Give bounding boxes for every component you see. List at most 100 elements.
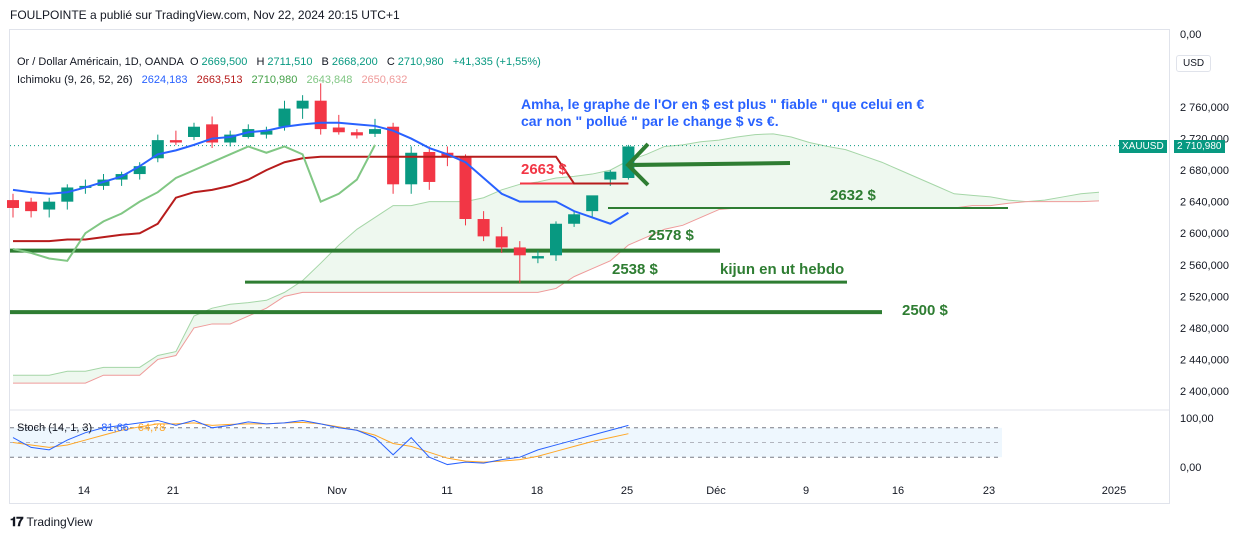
kijun-weekly-label: kijun en ut hebdo — [720, 261, 845, 278]
candle-body — [495, 236, 508, 248]
candle-body — [260, 130, 273, 135]
open-value: 2669,500 — [201, 56, 248, 68]
level-2578-label: 2578 $ — [648, 227, 694, 244]
candle-body — [7, 200, 19, 208]
level-2663-label: 2663 $ — [521, 161, 567, 178]
candle-body — [151, 140, 164, 159]
ichimoku-chikou-value: 2710,980 — [251, 74, 298, 86]
level-2632-label: 2632 $ — [830, 187, 876, 204]
candle-body — [296, 100, 309, 109]
ichimoku-legend: Ichimoku (9, 26, 52, 26) 2624,183 2663,5… — [17, 74, 410, 86]
stochastic-pane — [10, 419, 1002, 466]
stoch-legend: Stoch (14, 1, 3) 81,66 64,78 — [17, 422, 168, 434]
ichimoku-span-b-value: 2650,632 — [361, 74, 408, 86]
x-tick-label: 18 — [531, 485, 543, 497]
stoch-tick-label: 0,00 — [1180, 462, 1201, 474]
symbol-tag: XAUUSD — [1119, 140, 1167, 153]
stoch-label: Stoch (14, 1, 3) — [17, 422, 93, 434]
candle-body — [133, 166, 146, 175]
candle-body — [531, 256, 544, 259]
candle-body — [314, 100, 327, 130]
chart-frame — [9, 29, 1170, 504]
level-2538-label: 2538 $ — [612, 261, 658, 278]
candle-body — [350, 132, 363, 136]
low-value: 2668,200 — [331, 56, 378, 68]
candle-body — [604, 171, 617, 180]
y-tick-label: 2 680,000 — [1180, 165, 1229, 177]
x-tick-label: 11 — [441, 485, 452, 497]
comment-line-2: car non " pollué " par le change $ vs €. — [521, 113, 779, 129]
candle-body — [550, 223, 562, 256]
candle-body — [169, 140, 182, 143]
x-tick-label: 2025 — [1102, 485, 1126, 497]
x-tick-label: Déc — [706, 485, 726, 497]
x-tick-label: 25 — [621, 485, 633, 497]
currency-unit-button[interactable]: USD — [1176, 55, 1212, 72]
x-tick-label: 23 — [983, 485, 995, 497]
tradingview-brand: TradingView — [26, 515, 93, 529]
candle-body — [369, 129, 381, 134]
stoch-d-value: 64,78 — [137, 422, 166, 434]
arrow-head — [625, 142, 650, 187]
publication-header: FOULPOINTE a publié sur TradingView.com,… — [10, 8, 400, 22]
ichimoku-span-a-value: 2643,848 — [306, 74, 353, 86]
candle-body — [188, 126, 200, 137]
x-tick-label: 21 — [167, 485, 179, 497]
candle-body — [387, 126, 400, 185]
ichimoku-tenkan-value: 2624,183 — [141, 74, 188, 86]
comment-line-1: Amha, le graphe de l'Or en $ est plus " … — [521, 96, 925, 112]
stoch-k-value: 81,66 — [101, 422, 129, 434]
tenkan-line — [12, 121, 629, 225]
candle-body — [224, 134, 237, 143]
candle-body — [25, 201, 38, 212]
candle-body — [61, 187, 74, 202]
annotation-arrow — [625, 142, 791, 187]
kijun-line — [13, 155, 629, 243]
stoch-tick-label: 100,00 — [1180, 413, 1214, 425]
symbol-name: Or / Dollar Américain, 1D, OANDA — [17, 56, 184, 68]
candle-body — [568, 214, 581, 224]
candle-body — [513, 247, 526, 256]
candle-body — [423, 151, 436, 182]
change-value: +41,335 (+1,55%) — [452, 56, 541, 68]
close-label: C — [386, 56, 395, 68]
x-tick-label: 16 — [892, 485, 904, 497]
tradingview-logo-icon: 𝟏𝟕 — [10, 514, 24, 529]
stoch-k-line — [12, 419, 629, 466]
candle-body — [278, 108, 291, 127]
span-a-line — [13, 133, 1100, 376]
footer: 𝟏𝟕 TradingView — [10, 514, 93, 530]
x-tick-label: Nov — [327, 485, 347, 497]
close-value: 2710,980 — [397, 56, 444, 68]
y-tick-label: 2 600,000 — [1180, 228, 1229, 240]
low-label: B — [321, 56, 329, 68]
ichimoku-kijun-value: 2663,513 — [196, 74, 243, 86]
y-tick-label: 2 640,000 — [1180, 197, 1229, 209]
candle-body — [332, 127, 345, 133]
x-tick-label: 14 — [78, 485, 90, 497]
x-tick-label: 9 — [803, 485, 809, 497]
y-tick-label: 2 760,000 — [1180, 102, 1229, 114]
candle-body — [586, 195, 599, 212]
candle-body — [43, 201, 56, 210]
y-tick-label: 2 400,000 — [1180, 386, 1229, 398]
chikou-line — [12, 144, 376, 262]
arrow-shaft — [629, 161, 791, 167]
y-tick-label: 2 560,000 — [1180, 260, 1229, 272]
symbol-legend: Or / Dollar Américain, 1D, OANDA O 2669,5… — [17, 56, 544, 68]
open-label: O — [189, 56, 199, 68]
axis-top-label: 0,00 — [1180, 29, 1202, 41]
last-price-tag: 2 710,980 — [1174, 140, 1225, 153]
horizontal-levels — [10, 145, 1170, 315]
candle-body — [405, 152, 418, 185]
y-tick-label: 2 480,000 — [1180, 323, 1229, 335]
y-tick-label: 2 440,000 — [1180, 354, 1229, 366]
candle-body — [459, 157, 472, 220]
level-2500-label: 2500 $ — [902, 302, 948, 319]
ichimoku-label: Ichimoku (9, 26, 52, 26) — [17, 74, 133, 86]
high-value: 2711,510 — [267, 56, 313, 68]
high-label: H — [256, 56, 265, 68]
comment-annotation: Amha, le graphe de l'Or en $ est plus " … — [521, 96, 924, 130]
